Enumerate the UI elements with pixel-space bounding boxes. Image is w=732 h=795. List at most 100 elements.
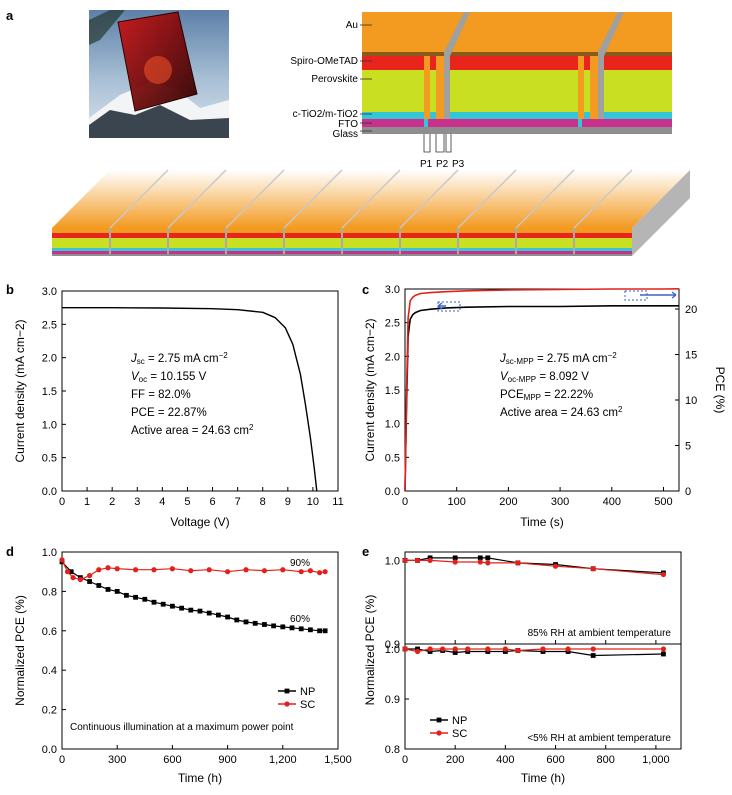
current-density-line (404, 304, 679, 492)
plot-frame (404, 643, 682, 750)
y-tick-label: 1.0 (42, 419, 57, 431)
pce-line (404, 288, 680, 492)
y-tick-label: 1.0 (385, 555, 400, 567)
cross-section: Au Spiro-OMeTAD Perovskite c-TiO2/m-TiO2… (290, 12, 672, 170)
sc-marker (188, 568, 194, 574)
np-marker (133, 594, 138, 600)
x-axis-label: Time (h) (521, 771, 565, 785)
plot-frame (61, 290, 339, 492)
legend-label: SC (300, 699, 315, 711)
panel-letter-c: c (362, 282, 369, 297)
label-p1: P1 (420, 159, 433, 170)
layer-labels: Au Spiro-OMeTAD Perovskite c-TiO2/m-TiO2… (290, 20, 358, 140)
x-tick-label: 400 (496, 754, 514, 766)
np-marker (142, 596, 148, 602)
module-scribe-top (167, 169, 227, 229)
np-marker (225, 614, 230, 620)
x-axis-label: Time (h) (178, 771, 222, 785)
module-front-glass (52, 254, 632, 256)
sc-marker (427, 557, 433, 563)
layer-spiro (362, 56, 672, 70)
annotation-voc-mpp: Voc-MPP = 8.092 V (500, 371, 589, 384)
np-marker (661, 651, 666, 657)
y-tick-label: 2.5 (42, 319, 57, 331)
panel-d: d 0 300 600 900 1,200 1,500 0.0 0.2 0.4 0.6 0.8 1.0… (6, 544, 352, 785)
y-tick-label: 2.0 (42, 353, 57, 365)
np-marker (485, 555, 491, 561)
y-tick-label: 1.0 (385, 419, 400, 431)
module-scribe-top (457, 169, 517, 229)
sc-marker (515, 560, 521, 566)
y-tick-label: 0.0 (42, 486, 57, 498)
y-tick-label: 1.0 (42, 547, 57, 559)
sc-marker (440, 646, 446, 652)
np-line (405, 557, 664, 574)
legend-label: SC (452, 728, 467, 740)
x-tick-label: 11 (332, 496, 343, 508)
x-tick-label: 7 (235, 496, 241, 508)
annotation-voc: Voc = 10.155 V (131, 371, 207, 384)
sc-marker (540, 646, 546, 652)
sc-marker (307, 568, 313, 574)
panel-letter-b: b (6, 282, 14, 297)
device-photo (89, 10, 229, 138)
sc-marker (465, 646, 471, 652)
y-tick-label: 1.5 (385, 385, 400, 397)
label-perovskite: Perovskite (311, 74, 358, 85)
y-right-tick-label: 10 (685, 395, 697, 407)
x-tick-label: 600 (163, 754, 181, 766)
x-tick-label: 800 (597, 754, 615, 766)
layer-perovskite (362, 70, 672, 112)
np-marker (216, 612, 221, 618)
sc-marker (452, 646, 458, 652)
np-marker (114, 589, 120, 594)
module-3d (52, 169, 690, 256)
annotation-pce-mpp: PCEMPP = 22.22% (500, 389, 593, 402)
chart-c-annotations: Jsc-MPP = 2.75 mA cm−2 Voc-MPP = 8.092 V… (499, 351, 623, 419)
annotation-pce: PCE = 22.87% (131, 407, 207, 419)
scribe-brackets (423, 134, 452, 153)
x-tick-label: 6 (209, 496, 215, 508)
chart-c: 0 100 200 300 400 500 0.0 0.5 1.0 1.5 2.0 2.5 3.0 0 5 1… (363, 284, 727, 529)
x-tick-label: 100 (448, 496, 466, 508)
x-tick-label: 0 (402, 496, 408, 508)
module-scribe-top (283, 169, 343, 229)
sc-marker (565, 646, 571, 652)
np-marker (96, 583, 102, 588)
sc-marker (590, 646, 596, 652)
y-tick-label: 0.6 (42, 626, 57, 638)
np-marker (298, 626, 304, 632)
scribe-p1-fto-cut-right (578, 119, 582, 127)
module-scribe-top (109, 169, 169, 229)
module-scribe-top (573, 169, 633, 229)
sc-marker (151, 567, 157, 573)
sc-marker (485, 560, 491, 566)
layer-au (362, 12, 672, 52)
y-tick-label: 0.9 (385, 639, 400, 651)
legend-label: NP (452, 715, 467, 727)
x-axis-label: Time (s) (520, 515, 564, 529)
layer-glass (362, 127, 672, 134)
jv-curve (62, 307, 318, 492)
label-tio2: c-TiO2/m-TiO2 (293, 109, 359, 120)
sc-line (405, 559, 664, 576)
sc-marker (322, 569, 328, 575)
label-au: Au (346, 20, 358, 31)
np-marker (243, 619, 249, 625)
x-tick-label: 4 (159, 496, 165, 508)
panel-a: a (6, 8, 690, 256)
panel-letter-d: d (6, 544, 14, 559)
np-marker (477, 555, 483, 561)
module-cell-dividers (109, 169, 633, 254)
label-spiro: Spiro-OMeTAD (290, 56, 358, 67)
np-marker (280, 624, 286, 630)
x-tick-label: 8 (260, 496, 266, 508)
module-scribe-top (399, 169, 459, 229)
np-marker (170, 603, 175, 609)
x-tick-label: 0 (59, 496, 65, 508)
sc-marker (169, 566, 175, 572)
np-marker (452, 555, 458, 561)
np-marker (160, 601, 166, 607)
